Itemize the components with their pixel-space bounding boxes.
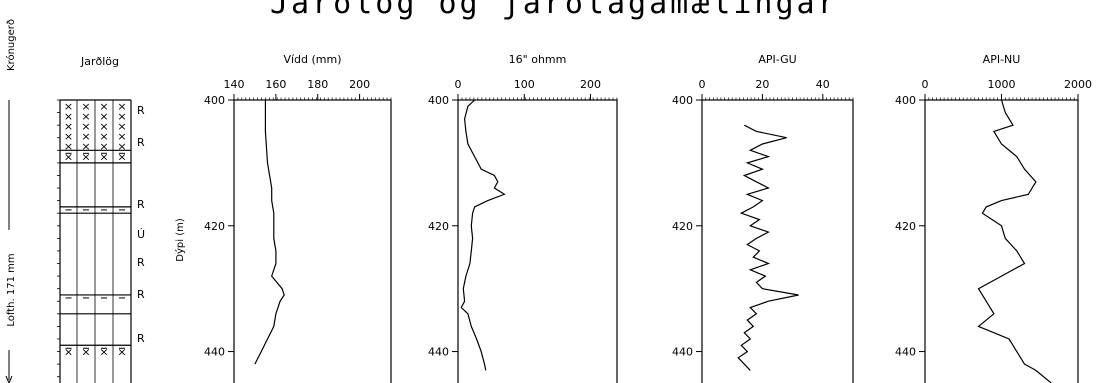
panel-title: API-NU bbox=[983, 53, 1021, 66]
x-tick-label: 160 bbox=[265, 78, 286, 91]
log-curve bbox=[254, 100, 285, 365]
lithology-rock-label: R bbox=[137, 256, 145, 269]
x-tick-label: 20 bbox=[755, 78, 769, 91]
lithology-cross-mark: × bbox=[99, 345, 108, 358]
lithology-cross-mark: × bbox=[117, 120, 126, 133]
lithology-cross-mark: × bbox=[64, 130, 73, 143]
lithology-cross-mark: × bbox=[64, 110, 73, 123]
lithology-cross-mark: × bbox=[81, 345, 90, 358]
y-tick-label: 440 bbox=[672, 346, 693, 359]
lithology-cross-mark: × bbox=[99, 140, 108, 153]
panel-frame bbox=[233, 99, 392, 383]
lithology-cross-mark: × bbox=[64, 140, 73, 153]
y-tick-label: 400 bbox=[204, 94, 225, 107]
lithology-cross-mark: × bbox=[64, 100, 73, 113]
y-tick-label: 400 bbox=[428, 94, 449, 107]
lithology-cross-mark: × bbox=[81, 140, 90, 153]
x-tick-label: 200 bbox=[580, 78, 601, 91]
lithology-cross-mark: × bbox=[64, 120, 73, 133]
y-tick-label: 420 bbox=[428, 220, 449, 233]
lithology-cross-mark: × bbox=[99, 100, 108, 113]
y-tick-label: 420 bbox=[895, 220, 916, 233]
lithology-cross-mark: × bbox=[117, 100, 126, 113]
log-curve bbox=[737, 124, 799, 371]
lithology-cross-mark: × bbox=[99, 120, 108, 133]
lithology-rock-label: R bbox=[137, 198, 145, 211]
lithology-rock-label: R bbox=[137, 136, 145, 149]
log-curve bbox=[977, 99, 1052, 383]
lithology-cross-mark: × bbox=[117, 345, 126, 358]
x-tick-label: 40 bbox=[816, 78, 830, 91]
lithology-cross-mark: × bbox=[117, 130, 126, 143]
x-tick-label: 140 bbox=[224, 78, 245, 91]
y-tick-label: 420 bbox=[672, 220, 693, 233]
panel-frame bbox=[701, 99, 854, 383]
x-tick-label: 0 bbox=[699, 78, 706, 91]
panel-title: Vídd (mm) bbox=[283, 53, 341, 66]
panel-frame bbox=[924, 99, 1079, 383]
lithology-header: Jarðlög bbox=[80, 55, 119, 68]
panel-frame bbox=[457, 99, 618, 383]
lithology-cross-mark: × bbox=[117, 140, 126, 153]
lithology-rock-label: R bbox=[137, 332, 145, 345]
x-tick-label: 0 bbox=[455, 78, 462, 91]
lithology-cross-mark: × bbox=[81, 110, 90, 123]
x-tick-label: 0 bbox=[922, 78, 929, 91]
x-tick-label: 2000 bbox=[1064, 78, 1092, 91]
lithology-cross-mark: × bbox=[64, 150, 73, 163]
lithology-cross-mark: × bbox=[81, 130, 90, 143]
y-tick-label: 440 bbox=[428, 346, 449, 359]
lithology-rock-label: R bbox=[137, 288, 145, 301]
lithology-cross-mark: × bbox=[99, 130, 108, 143]
x-tick-label: 1000 bbox=[988, 78, 1016, 91]
x-tick-label: 180 bbox=[307, 78, 328, 91]
y-tick-label: 400 bbox=[672, 94, 693, 107]
lithology-cross-mark: × bbox=[64, 345, 73, 358]
lithology-cross-mark: × bbox=[99, 110, 108, 123]
lithology-cross-mark: × bbox=[117, 110, 126, 123]
x-tick-label: 200 bbox=[349, 78, 370, 91]
lithology-cross-mark: × bbox=[117, 150, 126, 163]
lithology-cross-mark: × bbox=[81, 120, 90, 133]
lithology-cross-mark: × bbox=[99, 150, 108, 163]
y-tick-label: 400 bbox=[895, 94, 916, 107]
lithology-rock-label: R bbox=[137, 104, 145, 117]
y-tick-label: 420 bbox=[204, 220, 225, 233]
y-tick-label: 440 bbox=[204, 346, 225, 359]
panel-title: 16" ohmm bbox=[509, 53, 567, 66]
side-arrow bbox=[5, 375, 13, 383]
x-tick-label: 100 bbox=[514, 78, 535, 91]
lithology-cross-mark: × bbox=[81, 100, 90, 113]
side-label-bottom: Lofth. 171 mm bbox=[6, 253, 17, 326]
side-label-top: Krónugerð bbox=[5, 19, 17, 71]
y-axis-label: Dýpi (m) bbox=[174, 218, 186, 262]
y-tick-label: 440 bbox=[895, 346, 916, 359]
lithology-rock-label: Ú bbox=[137, 228, 145, 241]
lithology-cross-mark: × bbox=[81, 150, 90, 163]
figure-title: Jarðlög og jarðlagamælingar bbox=[270, 0, 839, 21]
panel-title: API-GU bbox=[758, 53, 796, 66]
log-curve bbox=[460, 99, 506, 371]
